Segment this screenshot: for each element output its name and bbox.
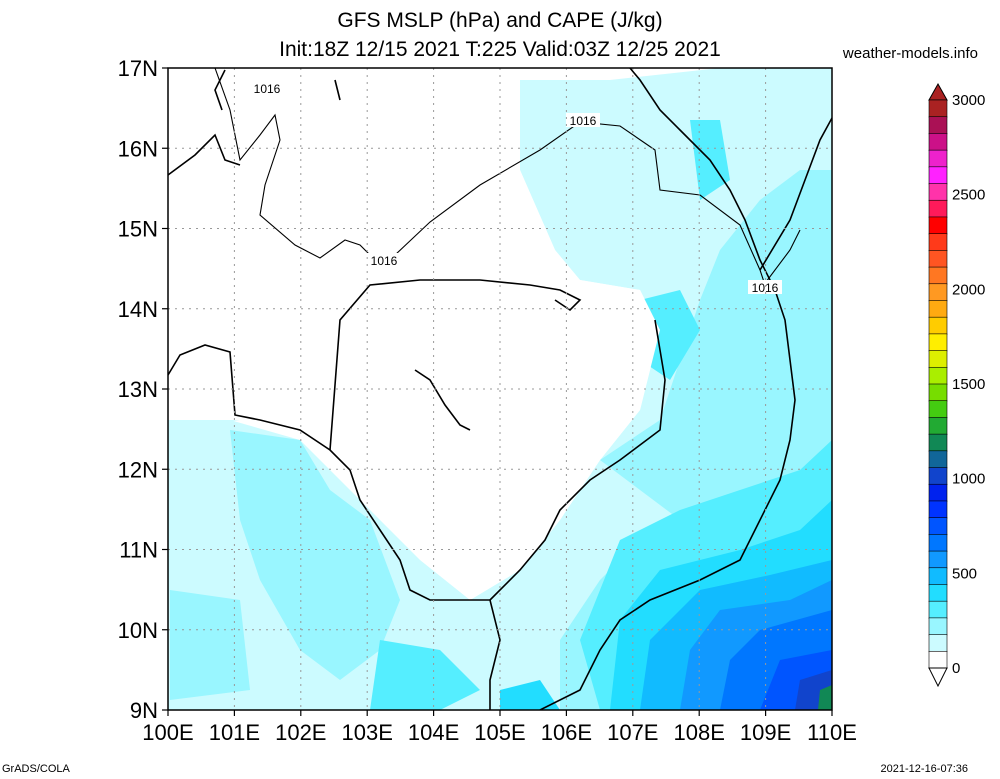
- credit-text: weather-models.info: [842, 45, 978, 62]
- colorbar-swatch: [928, 216, 948, 235]
- lat-label: 16N: [118, 136, 158, 161]
- lon-label: 102E: [275, 720, 326, 745]
- colorbar-swatch: [928, 250, 948, 268]
- colorbar-swatch: [928, 183, 948, 202]
- longitude-labels: 100E 101E 102E 103E 104E 105E 106E 107E 108E 109E…: [142, 720, 857, 745]
- isobar-label: 1016: [570, 114, 597, 128]
- footer-grads: GrADS/COLA: [2, 763, 70, 775]
- colorbar-swatch: [928, 99, 948, 118]
- lat-label: 11N: [119, 538, 158, 563]
- colorbar-swatch: [928, 450, 948, 469]
- lat-label: 13N: [118, 377, 158, 402]
- colorbar-swatch: [928, 634, 948, 653]
- colorbar-swatch: [928, 517, 948, 536]
- lat-label: 9N: [130, 698, 158, 723]
- lon-label: 103E: [342, 720, 393, 745]
- colorbar-labels: 3000 2500 2000 1500 1000 500 0: [952, 92, 985, 677]
- lon-label: 100E: [142, 720, 193, 745]
- colorbar-swatch: [928, 333, 948, 352]
- colorbar-swatch: [928, 283, 948, 302]
- colorbar-label: 3000: [952, 92, 985, 109]
- axis-ticks: [162, 67, 833, 716]
- latitude-labels: 17N 16N 15N 14N 13N 12N 11N 10N 9N: [118, 56, 158, 723]
- colorbar-label: 2000: [952, 281, 985, 298]
- colorbar-swatch: [928, 400, 948, 419]
- lat-label: 10N: [118, 618, 158, 643]
- colorbar-swatch: [928, 650, 948, 669]
- colorbar-swatch: [928, 584, 948, 602]
- lat-label: 17N: [118, 56, 158, 81]
- colorbar-swatch: [928, 233, 948, 252]
- colorbar-label: 1500: [952, 376, 985, 393]
- colorbar-swatch: [928, 383, 948, 402]
- colorbar-swatch: [928, 350, 948, 369]
- colorbar-swatch: [928, 166, 948, 185]
- colorbar-swatch: [928, 433, 948, 452]
- lon-label: 105E: [474, 720, 525, 745]
- colorbar-swatch: [928, 550, 948, 569]
- map-subtitle: Init:18Z 12/15 2021 T:225 Valid:03Z 12/2…: [279, 38, 721, 61]
- colorbar-swatch: [928, 483, 948, 502]
- lon-label: 106E: [541, 720, 592, 745]
- isobar-label: 1016: [254, 82, 281, 96]
- lat-label: 14N: [118, 297, 158, 322]
- colorbar-swatch: [928, 266, 948, 285]
- coastlines: [168, 68, 832, 710]
- colorbar-swatch: [928, 316, 948, 335]
- lon-label: 108E: [674, 720, 725, 745]
- gridlines: [168, 68, 832, 710]
- colorbar-swatch: [928, 500, 948, 519]
- lat-label: 15N: [118, 217, 158, 242]
- colorbar: [928, 82, 948, 688]
- colorbar-swatch: [928, 567, 948, 586]
- colorbar-swatch: [928, 600, 948, 619]
- colorbar-swatch: [928, 199, 948, 218]
- colorbar-swatch: [928, 133, 948, 151]
- colorbar-swatch: [928, 116, 948, 135]
- lat-label: 12N: [118, 457, 158, 482]
- colorbar-swatch: [928, 617, 948, 636]
- lon-label: 107E: [607, 720, 658, 745]
- colorbar-swatch: [928, 467, 948, 486]
- colorbar-label: 2500: [952, 187, 985, 204]
- colorbar-label: 500: [952, 565, 977, 582]
- lon-label: 110E: [807, 720, 857, 745]
- colorbar-swatch: [928, 149, 948, 168]
- colorbar-top-arrow: [928, 82, 948, 101]
- lon-label: 104E: [408, 720, 459, 745]
- isobar-label: 1016: [371, 254, 398, 268]
- footer-timestamp: 2021-12-16-07:36: [880, 763, 968, 775]
- colorbar-label: 1000: [952, 471, 985, 488]
- colorbar-swatch: [928, 534, 948, 552]
- map-title: GFS MSLP (hPa) and CAPE (J/kg): [337, 9, 663, 32]
- lon-label: 109E: [740, 720, 791, 745]
- colorbar-swatch: [928, 300, 948, 318]
- colorbar-label: 0: [952, 660, 960, 677]
- lon-label: 101E: [209, 720, 260, 745]
- colorbar-swatch: [928, 417, 948, 435]
- colorbar-bottom-arrow: [928, 667, 948, 688]
- isobar-label: 1016: [752, 281, 779, 295]
- colorbar-swatch: [928, 366, 948, 385]
- isobar-labels: 1016 1016 1016 1016: [250, 81, 782, 295]
